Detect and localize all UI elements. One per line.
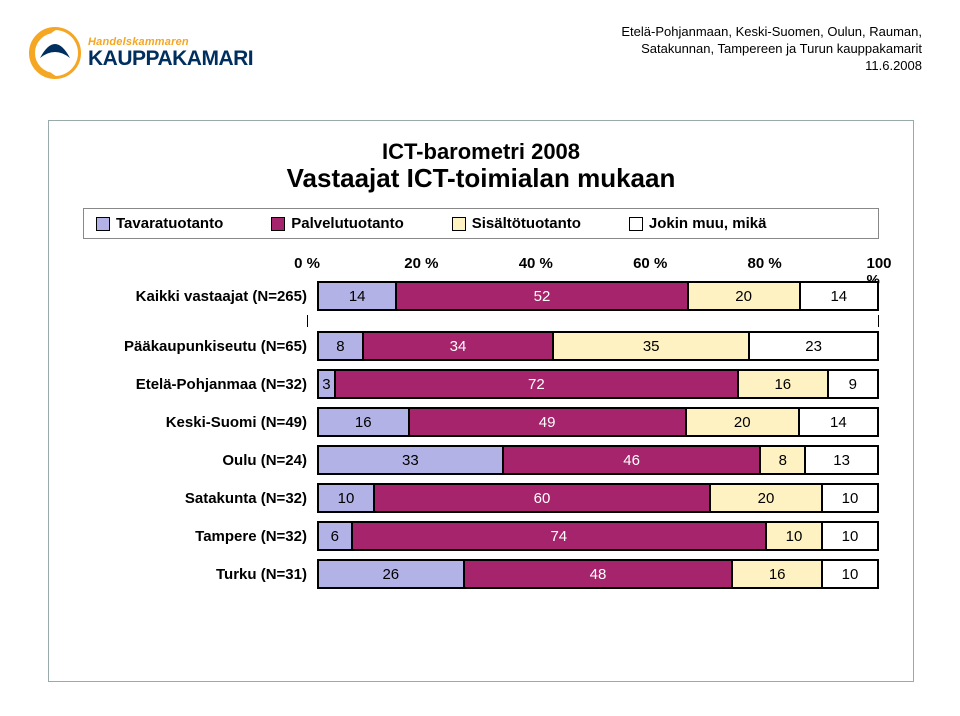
bar-segment: 14 — [318, 282, 396, 310]
legend-swatch — [96, 217, 110, 231]
bar-segment: 14 — [799, 408, 878, 436]
legend-label: Sisältötuotanto — [472, 215, 581, 232]
bar-track: 16492014 — [317, 407, 879, 437]
x-tick-label: 40 % — [519, 255, 553, 272]
legend: Tavaratuotanto Palvelutuotanto Sisältötuot… — [83, 208, 879, 239]
bar-segment: 10 — [822, 484, 878, 512]
header-line-3: 11.6.2008 — [621, 58, 922, 75]
legend-item: Jokin muu, mikä — [629, 215, 767, 232]
group-gap — [307, 315, 879, 327]
bar-segment: 9 — [828, 370, 878, 398]
bar-segment: 8 — [760, 446, 805, 474]
table-row: Pääkaupunkiseutu (N=65)8343523 — [83, 327, 879, 365]
bar-segment: 10 — [822, 560, 878, 588]
bar-track: 10602010 — [317, 483, 879, 513]
bar-segment: 72 — [335, 370, 738, 398]
bar-rows: Kaikki vastaajat (N=265)14522014Pääkaupu… — [83, 277, 879, 593]
bar-segment: 10 — [766, 522, 822, 550]
table-row: Keski-Suomi (N=49)16492014 — [83, 403, 879, 441]
header-line-1: Etelä-Pohjanmaan, Keski-Suomen, Oulun, R… — [621, 24, 922, 41]
legend-swatch — [271, 217, 285, 231]
legend-swatch — [452, 217, 466, 231]
bar-segment: 20 — [686, 408, 799, 436]
bar-segment: 20 — [710, 484, 822, 512]
page: Handelskammaren KAUPPAKAMARI Etelä-Pohja… — [0, 0, 960, 716]
bar-segment: 14 — [800, 282, 878, 310]
bar-segment: 13 — [805, 446, 878, 474]
bar-segment: 35 — [553, 332, 749, 360]
legend-item: Tavaratuotanto — [96, 215, 223, 232]
chart-card: ICT-barometri 2008 Vastaajat ICT-toimial… — [48, 120, 914, 682]
logo-sub: KAUPPAKAMARI — [88, 48, 253, 69]
table-row: Satakunta (N=32)10602010 — [83, 479, 879, 517]
y-label: Keski-Suomi (N=49) — [83, 414, 317, 431]
table-row: Kaikki vastaajat (N=265)14522014 — [83, 277, 879, 315]
y-label: Kaikki vastaajat (N=265) — [83, 288, 317, 305]
x-tick-label: 80 % — [747, 255, 781, 272]
legend-swatch — [629, 217, 643, 231]
legend-label: Tavaratuotanto — [116, 215, 223, 232]
bar-segment: 26 — [318, 560, 464, 588]
bar-segment: 34 — [363, 332, 553, 360]
logo: Handelskammaren KAUPPAKAMARI — [28, 26, 253, 80]
bar-segment: 74 — [352, 522, 766, 550]
globe-icon — [28, 26, 82, 80]
y-label: Turku (N=31) — [83, 566, 317, 583]
bar-track: 14522014 — [317, 281, 879, 311]
bar-track: 26481610 — [317, 559, 879, 589]
bar-segment: 46 — [503, 446, 761, 474]
x-tick-label: 0 % — [294, 255, 320, 272]
bar-segment: 10 — [318, 484, 374, 512]
y-label: Pääkaupunkiseutu (N=65) — [83, 338, 317, 355]
bar-track: 6741010 — [317, 521, 879, 551]
x-tick-label: 60 % — [633, 255, 667, 272]
table-row: Etelä-Pohjanmaa (N=32)372169 — [83, 365, 879, 403]
table-row: Oulu (N=24)3346813 — [83, 441, 879, 479]
header-meta: Etelä-Pohjanmaan, Keski-Suomen, Oulun, R… — [621, 24, 922, 75]
bar-segment: 60 — [374, 484, 710, 512]
bar-segment: 20 — [688, 282, 800, 310]
table-row: Turku (N=31)26481610 — [83, 555, 879, 593]
y-label: Etelä-Pohjanmaa (N=32) — [83, 376, 317, 393]
legend-label: Jokin muu, mikä — [649, 215, 767, 232]
bar-segment: 3 — [318, 370, 335, 398]
bar-segment: 8 — [318, 332, 363, 360]
table-row: Tampere (N=32)6741010 — [83, 517, 879, 555]
bar-segment: 16 — [318, 408, 409, 436]
bar-segment: 16 — [732, 560, 822, 588]
bar-track: 3346813 — [317, 445, 879, 475]
y-label: Tampere (N=32) — [83, 528, 317, 545]
x-tick-label: 20 % — [404, 255, 438, 272]
legend-item: Sisältötuotanto — [452, 215, 581, 232]
bar-segment: 23 — [749, 332, 878, 360]
y-label: Oulu (N=24) — [83, 452, 317, 469]
legend-label: Palvelutuotanto — [291, 215, 404, 232]
legend-item: Palvelutuotanto — [271, 215, 404, 232]
header-line-2: Satakunnan, Tampereen ja Turun kauppakam… — [621, 41, 922, 58]
bar-segment: 6 — [318, 522, 352, 550]
chart-title: ICT-barometri 2008 — [49, 139, 913, 165]
chart-subtitle: Vastaajat ICT-toimialan mukaan — [49, 163, 913, 194]
y-label: Satakunta (N=32) — [83, 490, 317, 507]
x-axis: 0 %20 %40 %60 %80 %100 % — [83, 253, 879, 277]
bar-segment: 16 — [738, 370, 828, 398]
plot-area: 0 %20 %40 %60 %80 %100 % Kaikki vastaaja… — [83, 253, 879, 593]
bar-track: 8343523 — [317, 331, 879, 361]
bar-segment: 52 — [396, 282, 687, 310]
bar-segment: 33 — [318, 446, 503, 474]
bar-segment: 10 — [822, 522, 878, 550]
bar-track: 372169 — [317, 369, 879, 399]
bar-segment: 49 — [409, 408, 686, 436]
bar-segment: 48 — [464, 560, 733, 588]
